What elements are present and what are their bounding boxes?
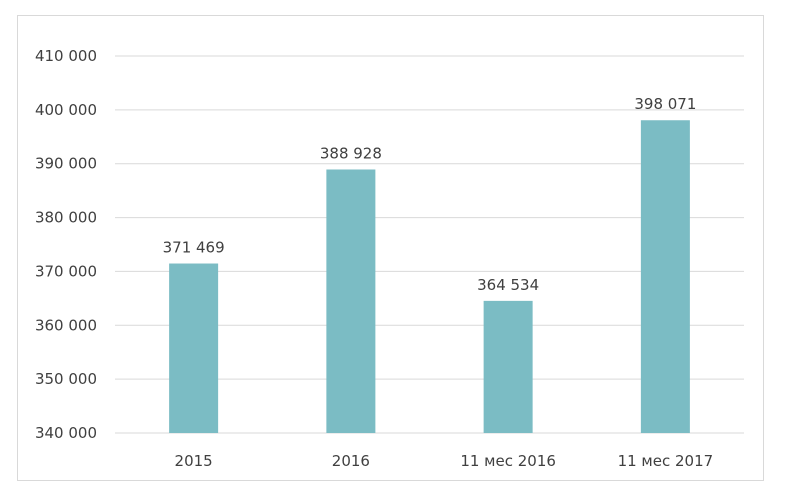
data-labels: 371 469 388 928 364 534 398 071 [163,95,697,294]
data-label: 364 534 [477,276,539,294]
y-tick-label: 370 000 [35,262,97,280]
y-axis: 340 000 350 000 360 000 370 000 380 000 390 0… [35,47,97,442]
y-tick-label: 340 000 [35,424,97,442]
data-label: 388 928 [320,144,382,162]
bar [640,120,690,433]
data-label: 398 071 [634,95,696,113]
x-tick-label: 11 мес 2017 [618,452,714,470]
x-axis: 2015 2016 11 мес 2016 11 мес 2017 [175,452,714,470]
chart-frame [17,15,764,481]
x-tick-label: 2016 [332,452,370,470]
data-label: 371 469 [163,239,225,257]
y-tick-label: 390 000 [35,155,97,173]
bar [326,169,376,433]
bars [169,120,690,433]
y-tick-label: 350 000 [35,370,97,388]
bar [483,300,533,433]
y-tick-label: 380 000 [35,209,97,227]
x-tick-label: 2015 [175,452,213,470]
y-tick-label: 360 000 [35,316,97,334]
y-tick-label: 410 000 [35,47,97,65]
bar [169,263,219,433]
y-tick-label: 400 000 [35,101,97,119]
x-tick-label: 11 мес 2016 [460,452,556,470]
gridlines [115,55,744,434]
